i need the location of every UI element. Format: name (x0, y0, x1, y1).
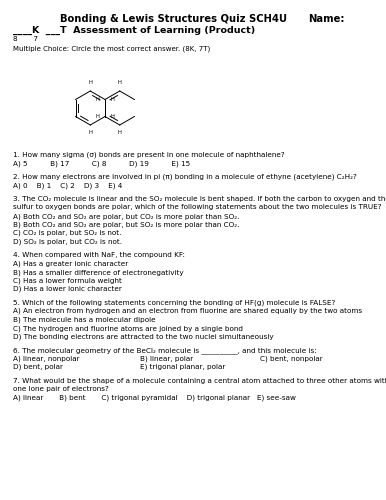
Text: D) The bonding electrons are attracted to the two nuclei simultaneously: D) The bonding electrons are attracted t… (13, 334, 274, 340)
Text: C) CO₂ is polar, but SO₂ is not.: C) CO₂ is polar, but SO₂ is not. (13, 230, 121, 236)
Text: Name:: Name: (308, 14, 344, 24)
Text: B) The molecule has a molecular dipole: B) The molecule has a molecular dipole (13, 316, 156, 323)
Text: Multiple Choice: Circle the most correct answer. (8K, 7T): Multiple Choice: Circle the most correct… (13, 45, 210, 52)
Text: A) An electron from hydrogen and an electron from fluorine are shared equally by: A) An electron from hydrogen and an elec… (13, 308, 362, 314)
Text: A) Has a greater ionic character: A) Has a greater ionic character (13, 260, 128, 267)
Text: A) 0    B) 1    C) 2    D) 3    E) 4: A) 0 B) 1 C) 2 D) 3 E) 4 (13, 182, 122, 189)
Text: H: H (110, 97, 114, 102)
Text: one lone pair of electrons?: one lone pair of electrons? (13, 386, 109, 392)
Text: 2. How many electrons are involved in pi (π) bonding in a molecule of ethyne (ac: 2. How many electrons are involved in pi… (13, 174, 357, 180)
Text: ____K  ___T  Assessment of Learning (Product): ____K ___T Assessment of Learning (Produ… (13, 26, 255, 35)
Text: sulfur to oxygen bonds are polar, which of the following statements about the tw: sulfur to oxygen bonds are polar, which … (13, 204, 382, 210)
Text: A) Both CO₂ and SO₂ are polar, but CO₂ is more polar than SO₂.: A) Both CO₂ and SO₂ are polar, but CO₂ i… (13, 213, 239, 220)
Text: 8       7: 8 7 (13, 36, 38, 42)
Text: B) Has a smaller difference of electronegativity: B) Has a smaller difference of electrone… (13, 269, 184, 276)
Text: A) linear       B) bent       C) trigonal pyramidal    D) trigonal planar   E) s: A) linear B) bent C) trigonal pyramidal … (13, 394, 296, 401)
Text: H: H (110, 114, 114, 119)
Text: A) 5          B) 17          C) 8          D) 19          E) 15: A) 5 B) 17 C) 8 D) 19 E) 15 (13, 160, 190, 167)
Text: Bonding & Lewis Structures Quiz SCH4U: Bonding & Lewis Structures Quiz SCH4U (60, 14, 287, 24)
Text: C) The hydrogen and fluorine atoms are joined by a single bond: C) The hydrogen and fluorine atoms are j… (13, 325, 243, 332)
Text: 3. The CO₂ molecule is linear and the SO₂ molecule is bent shaped. If both the c: 3. The CO₂ molecule is linear and the SO… (13, 196, 386, 202)
Text: 6. The molecular geometry of the BeCl₂ molecule is __________, and this molecule: 6. The molecular geometry of the BeCl₂ m… (13, 347, 317, 354)
Text: D) SO₂ is polar, but CO₂ is not.: D) SO₂ is polar, but CO₂ is not. (13, 238, 122, 245)
Text: H: H (118, 80, 122, 86)
Text: 7. What would be the shape of a molecule containing a central atom attached to t: 7. What would be the shape of a molecule… (13, 378, 386, 384)
Text: B) Both CO₂ and SO₂ are polar, but SO₂ is more polar than CO₂.: B) Both CO₂ and SO₂ are polar, but SO₂ i… (13, 222, 239, 228)
Text: A) linear, nonpolar: A) linear, nonpolar (13, 356, 80, 362)
Text: H: H (118, 130, 122, 136)
Text: B) linear, polar: B) linear, polar (140, 356, 193, 362)
Text: D) Has a lower ionic character: D) Has a lower ionic character (13, 286, 122, 292)
Text: 1. How many sigma (σ) bonds are present in one molecule of naphthalene?: 1. How many sigma (σ) bonds are present … (13, 152, 285, 158)
Text: E) trigonal planar, polar: E) trigonal planar, polar (140, 364, 225, 370)
Text: D) bent, polar: D) bent, polar (13, 364, 63, 370)
Text: C) Has a lower formula weight: C) Has a lower formula weight (13, 278, 122, 284)
Text: H: H (96, 97, 100, 102)
Text: H: H (88, 130, 92, 136)
Text: 5. Which of the following statements concerning the bonding of HF(g) molecule is: 5. Which of the following statements con… (13, 300, 335, 306)
Text: H: H (88, 80, 92, 86)
Text: 4. When compared with NaF, the compound KF:: 4. When compared with NaF, the compound … (13, 252, 185, 258)
Text: H: H (96, 114, 100, 119)
Text: C) bent, nonpolar: C) bent, nonpolar (260, 356, 323, 362)
